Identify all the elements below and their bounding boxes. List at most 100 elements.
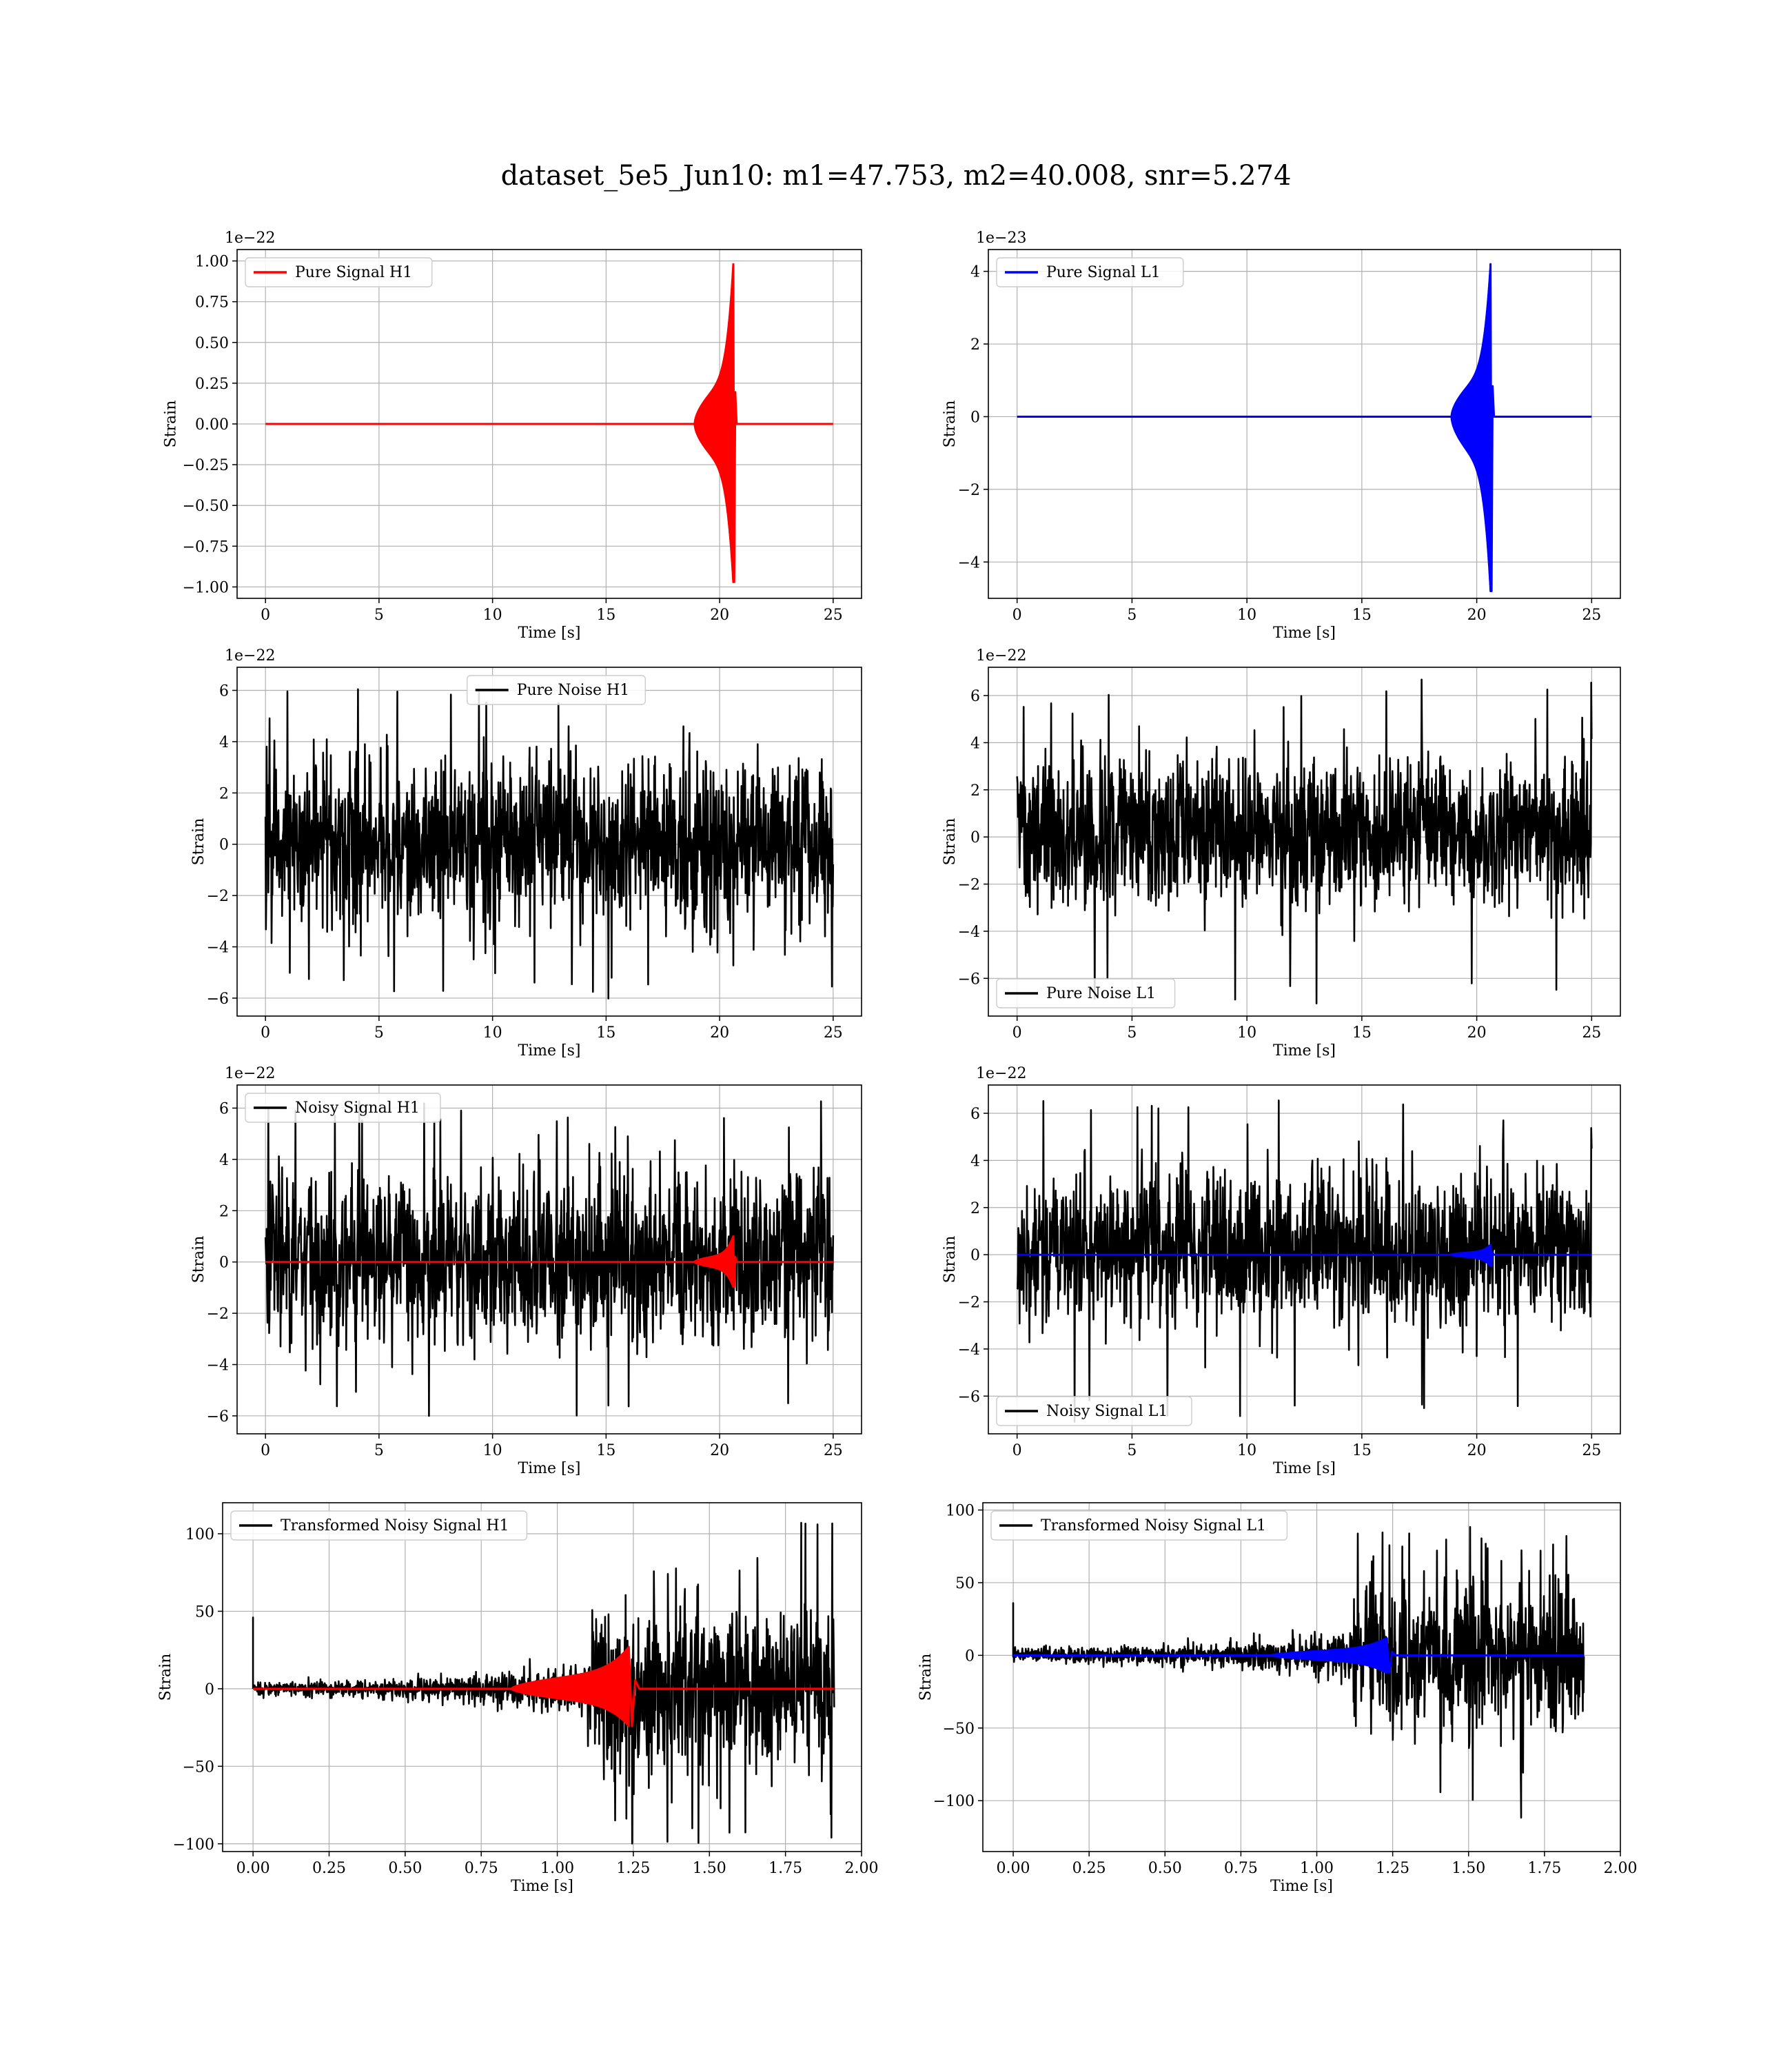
- legend-label: Noisy Signal H1: [295, 1099, 420, 1117]
- series-group: [1012, 1525, 1585, 1819]
- x-tick-label: 25: [1582, 607, 1601, 624]
- series-line-overlay-1: [1017, 1244, 1592, 1268]
- x-tick-label: 10: [1237, 1442, 1256, 1459]
- x-tick-label: 20: [710, 607, 729, 624]
- axes-frame: [982, 1502, 1621, 1852]
- x-tick-label: 1.25: [1376, 1860, 1409, 1877]
- y-tick-label: 4: [219, 1152, 229, 1169]
- y-tick-label: −100: [933, 1793, 975, 1810]
- y-tick-label: 0.75: [195, 294, 229, 312]
- axes-frame: [236, 667, 862, 1017]
- offset-text: 1e−23: [976, 230, 1026, 247]
- series-line-overlay-1: [253, 1645, 835, 1727]
- axes-frame: [236, 1084, 862, 1435]
- subplot-noisy-signal-l1: 0 5 10 15 20 25 −6 −4 −2 0 2 4 6 Time [s] Strain 1e−22 N…: [941, 1065, 1621, 1477]
- x-tick-label: 0.75: [1224, 1860, 1258, 1877]
- y-tick-label: 0: [965, 1648, 975, 1665]
- x-tick-label: 25: [824, 607, 843, 624]
- x-tick-label: 5: [1127, 1442, 1137, 1459]
- y-tick-label: −100: [173, 1836, 214, 1854]
- series-line-pure-signal-l1: [1017, 263, 1592, 592]
- legend-label: Transformed Noisy Signal H1: [281, 1517, 509, 1534]
- legend-label: Transformed Noisy Signal L1: [1041, 1517, 1266, 1534]
- legend-label: Pure Noise L1: [1046, 985, 1156, 1002]
- x-tick-label: 20: [710, 1442, 729, 1459]
- axes-frame: [988, 667, 1621, 1017]
- x-tick-label: 15: [1352, 1024, 1372, 1042]
- series-line-pure-noise-h1: [264, 688, 835, 1000]
- offset-text: 1e−22: [976, 1065, 1026, 1082]
- x-tick-label: 15: [1352, 607, 1372, 624]
- x-axis-label: Time [s]: [518, 1460, 580, 1477]
- y-tick-label: 50: [195, 1603, 214, 1621]
- legend: Pure Signal H1: [245, 257, 433, 287]
- x-tick-label: 0: [261, 1024, 270, 1042]
- legend-box: [996, 257, 1184, 287]
- y-tick-label: −4: [207, 1357, 229, 1375]
- y-tick-label: 0: [219, 837, 229, 854]
- y-tick-label: −6: [958, 1388, 980, 1406]
- y-tick-label: 0: [970, 409, 980, 426]
- x-tick-label: 10: [1237, 1024, 1256, 1042]
- y-tick-label: 6: [970, 688, 980, 705]
- series-group: [1017, 263, 1592, 592]
- x-tick-label: 1.50: [1452, 1860, 1485, 1877]
- legend: Pure Signal L1: [996, 257, 1184, 287]
- axes-frame: [988, 1084, 1621, 1435]
- legend: Pure Noise H1: [467, 675, 646, 705]
- y-axis-label: Strain: [941, 1236, 959, 1284]
- offset-text: 1e−22: [225, 1065, 275, 1082]
- x-tick-label: 15: [596, 607, 615, 624]
- x-tick-label: 20: [1467, 1024, 1487, 1042]
- axes-frame: [988, 249, 1621, 599]
- x-tick-label: 0.00: [236, 1860, 270, 1877]
- x-tick-label: 0: [1012, 607, 1022, 624]
- x-tick-label: 1.50: [693, 1860, 726, 1877]
- series-group: [1016, 1099, 1593, 1423]
- y-tick-label: 100: [185, 1526, 214, 1543]
- y-tick-label: −6: [207, 991, 229, 1008]
- y-axis-label: Strain: [917, 1654, 935, 1701]
- series-group: [264, 688, 835, 1000]
- legend-box: [996, 1396, 1192, 1426]
- x-tick-label: 10: [483, 1442, 502, 1459]
- y-tick-label: 0: [219, 1255, 229, 1272]
- legend-box: [245, 257, 433, 287]
- subplot-grid: 0 5 10 15 20 25−1.00−0.75−0.50−0.250.000.250.…: [157, 230, 1637, 1895]
- y-tick-label: 4: [970, 264, 980, 281]
- y-tick-label: −0.75: [183, 538, 229, 556]
- subplot-pure-noise-h1: 0 5 10 15 20 25 −6 −4 −2 0 2 4 6 Time [s] Strain 1e−22 P…: [190, 647, 862, 1060]
- x-tick-label: 0.25: [1072, 1860, 1106, 1877]
- grid: [988, 250, 1620, 598]
- y-tick-label: 4: [219, 734, 229, 751]
- subplot-pure-noise-l1: 0 5 10 15 20 25 −6 −4 −2 0 2 4 6 Time [s] Strain 1e−22 P…: [941, 647, 1621, 1060]
- x-tick-label: 0.50: [388, 1860, 422, 1877]
- y-axis-label: Strain: [941, 401, 959, 448]
- y-tick-label: 6: [970, 1106, 980, 1123]
- x-tick-label: 1.00: [1300, 1860, 1334, 1877]
- y-tick-label: −2: [958, 877, 980, 894]
- axes-frame: [222, 1502, 862, 1852]
- y-tick-label: 0.25: [195, 376, 229, 393]
- subplot-transformed-noisy-signal-l1: 0.00 0.25 0.50 0.75 1.00 1.25 1.50 1.75 2.00 −100…: [917, 1502, 1638, 1895]
- x-tick-label: 0: [1012, 1024, 1022, 1042]
- x-axis-label: Time [s]: [1273, 1042, 1336, 1060]
- series-line-pure-signal-h1: [265, 263, 833, 583]
- subplot-pure-signal-l1: 0 5 10 15 20 25 −4 −2 0 2 4 Time [s] Strain 1e−23 Pure…: [941, 230, 1621, 642]
- legend-box: [245, 1093, 441, 1123]
- y-tick-label: 0.50: [195, 335, 229, 352]
- y-tick-label: −6: [958, 971, 980, 988]
- y-tick-label: 1.00: [195, 254, 229, 271]
- x-tick-label: 25: [1582, 1024, 1601, 1042]
- y-tick-label: 6: [219, 682, 229, 700]
- legend: Transformed Noisy Signal H1: [230, 1510, 528, 1541]
- y-tick-label: 2: [219, 1203, 229, 1220]
- legend-label: Pure Signal L1: [1046, 264, 1161, 281]
- series-group: [1016, 678, 1593, 1004]
- x-tick-label: 2.00: [1604, 1860, 1638, 1877]
- y-tick-label: 50: [955, 1575, 975, 1592]
- x-tick-label: 20: [1467, 1442, 1487, 1459]
- x-tick-label: 25: [824, 1024, 843, 1042]
- legend-box: [990, 1510, 1288, 1541]
- y-tick-label: −6: [207, 1408, 229, 1426]
